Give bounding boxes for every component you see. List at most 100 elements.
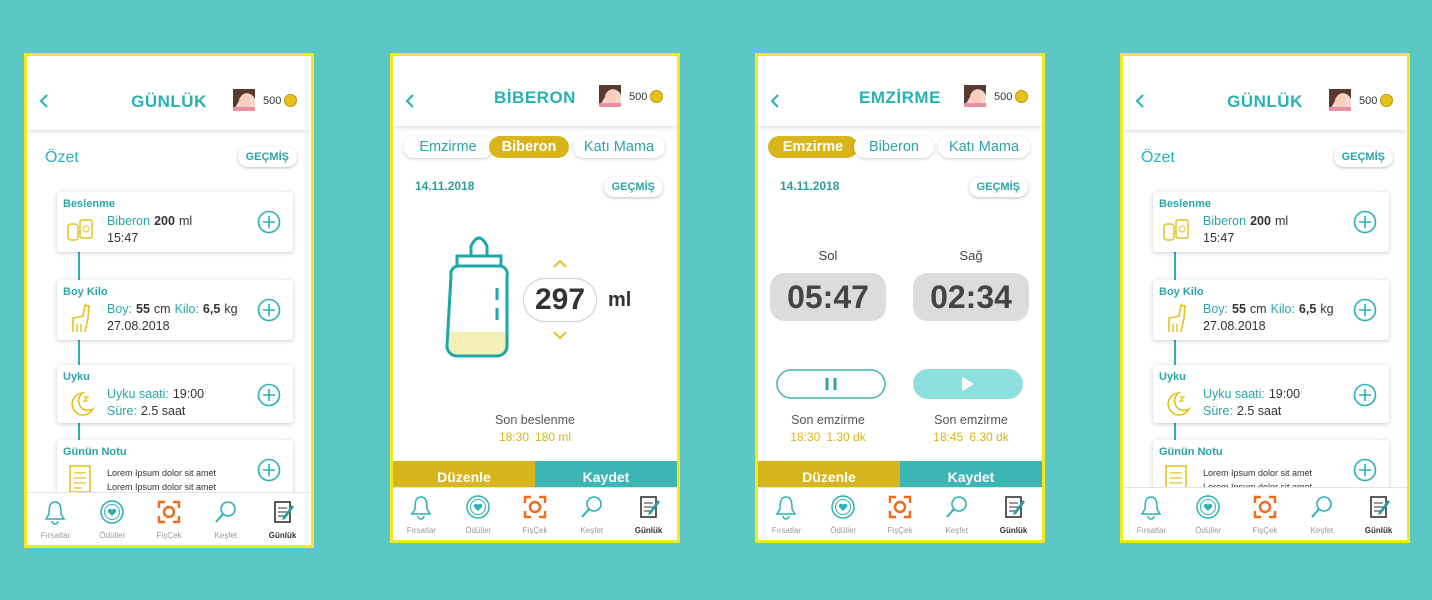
history-button[interactable]: GEÇMİŞ (603, 177, 663, 197)
add-button[interactable] (1353, 298, 1377, 322)
bottom-nav: Fırsatlar Ödüller FişÇek Keşfet Günlük (27, 492, 311, 545)
nav-item[interactable]: Ödüller (84, 493, 141, 545)
entry-card[interactable]: Beslenme Biberon 200 ml 15:47 (1153, 192, 1389, 252)
tab[interactable]: Biberon (854, 136, 934, 158)
nav-label: Keşfet (580, 526, 604, 535)
graphic (776, 369, 886, 399)
nav-item[interactable]: Fırsatlar (393, 488, 450, 540)
graphic (1359, 389, 1371, 401)
tab[interactable]: Katı Mama (938, 136, 1030, 158)
graphic (67, 223, 79, 241)
history-button[interactable]: GEÇMİŞ (237, 147, 297, 167)
entry-card[interactable]: Boy Kilo Boy: 55 cm Kilo: 6,5 kg 27.08.2018 (1153, 280, 1389, 340)
history-button[interactable]: GEÇMİŞ (1333, 147, 1393, 167)
history-button[interactable]: GEÇMİŞ (968, 177, 1028, 197)
nav-item[interactable]: Keşfet (928, 488, 985, 540)
nav-item[interactable]: Ödüller (450, 488, 507, 540)
nav-item[interactable]: FişÇek (872, 488, 929, 540)
add-button[interactable] (1353, 383, 1377, 407)
entry-title: Beslenme (1159, 198, 1211, 210)
graphic (893, 500, 907, 514)
entry-icon (72, 304, 90, 333)
nav-item[interactable]: Günlük (620, 488, 677, 540)
graphic (1170, 472, 1182, 489)
back-button[interactable] (39, 94, 49, 108)
nav-item[interactable]: FişÇek (141, 493, 198, 545)
tab[interactable]: Biberon (489, 136, 569, 158)
add-button[interactable] (257, 298, 281, 322)
play-button[interactable] (913, 369, 1023, 399)
nav-label: FişÇek (522, 526, 548, 535)
graphic (1258, 500, 1272, 514)
back-button[interactable] (770, 94, 780, 108)
entry-title: Uyku (63, 371, 90, 383)
nav-item[interactable]: Günlük (1350, 488, 1407, 540)
add-button[interactable] (1353, 210, 1377, 234)
entry-text: Süre: (107, 404, 137, 418)
increase-button[interactable] (553, 259, 567, 268)
entry-text: 19:00 (172, 387, 205, 401)
nav-label: Günlük (634, 526, 663, 535)
nav-item[interactable]: Fırsatlar (27, 493, 84, 545)
graphic (445, 236, 509, 358)
coin-count: 500 (1359, 95, 1378, 107)
add-button[interactable] (257, 210, 281, 234)
entry-line: 27.08.2018 (107, 319, 174, 333)
graphic (1178, 396, 1186, 402)
entry-line: Biberon 200 ml (1203, 214, 1292, 228)
tab[interactable]: Katı Mama (573, 136, 665, 158)
graphic (770, 94, 779, 108)
tab[interactable]: Emzirme (768, 136, 858, 158)
avatar[interactable] (1329, 89, 1351, 111)
graphic (257, 298, 281, 322)
nav-item[interactable]: Ödüller (815, 488, 872, 540)
graphic (473, 503, 483, 511)
nav-item[interactable]: FişÇek (507, 488, 564, 540)
entry-card[interactable]: Günün Notu Lorem Ipsum dolor sit amet Lor… (57, 440, 293, 500)
entry-icon (1168, 304, 1186, 333)
graphic (257, 383, 281, 407)
entry-card[interactable]: Uyku Uyku saati: 19:00 Süre: 2.5 saat (1153, 365, 1389, 423)
entry-text: Lorem Ipsum dolor sit amet (1203, 468, 1313, 478)
nav-item[interactable]: FişÇek (1237, 488, 1294, 540)
tab[interactable]: Emzirme (403, 136, 493, 158)
nav-icon (1369, 496, 1390, 518)
add-button[interactable] (1353, 458, 1377, 482)
nav-item[interactable]: Fırsatlar (1123, 488, 1180, 540)
entry-icon (71, 392, 95, 416)
nav-icon (581, 496, 602, 518)
nav-item[interactable]: Günlük (254, 493, 311, 545)
graphic (1200, 499, 1217, 515)
back-button[interactable] (405, 94, 415, 108)
entry-card[interactable]: Beslenme Biberon 200 ml 15:47 (57, 192, 293, 252)
nav-item[interactable]: Fırsatlar (758, 488, 815, 540)
pause-button[interactable] (776, 369, 886, 399)
nav-item[interactable]: Keşfet (563, 488, 620, 540)
entry-card[interactable]: Boy Kilo Boy: 55 cm Kilo: 6,5 kg 27.08.2018 (57, 280, 293, 340)
avatar[interactable] (233, 89, 255, 111)
nav-item[interactable]: Ödüller (1180, 488, 1237, 540)
entry-text: 2.5 saat (1236, 404, 1282, 418)
decrease-button[interactable] (553, 331, 567, 340)
nav-item[interactable]: Keşfet (1293, 488, 1350, 540)
graphic (82, 225, 90, 233)
graphic (643, 502, 653, 512)
add-button[interactable] (257, 383, 281, 407)
back-button[interactable] (1135, 94, 1145, 108)
avatar[interactable] (599, 85, 621, 107)
phone-screen: GÜNLÜK 500 Özet GEÇMİŞ Beslenme Biberon 200 m… (24, 53, 314, 548)
add-button[interactable] (257, 458, 281, 482)
nav-icon (1253, 495, 1277, 519)
screen-title: GÜNLÜK (1227, 92, 1303, 111)
coin-icon (650, 90, 663, 103)
avatar[interactable] (964, 85, 986, 107)
entry-text: 15:47 (107, 231, 139, 245)
entry-line: Süre: 2.5 saat (107, 404, 189, 418)
nav-item[interactable]: Günlük (985, 488, 1042, 540)
amount-value[interactable]: 297 (523, 278, 597, 322)
header: GÜNLÜK 500 (27, 56, 311, 130)
timer: 05:47 (770, 273, 886, 321)
entry-card[interactable]: Uyku Uyku saati: 19:00 Süre: 2.5 saat (57, 365, 293, 423)
graphic (1377, 500, 1390, 515)
nav-item[interactable]: Keşfet (197, 493, 254, 545)
